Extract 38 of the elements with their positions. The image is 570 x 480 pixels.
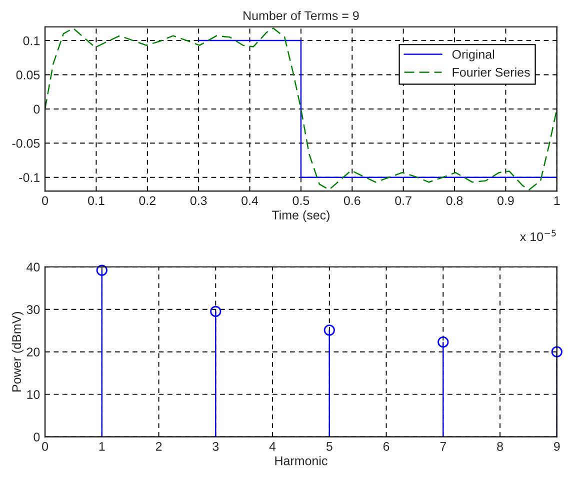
x-tick-label: 0.7 — [395, 196, 412, 206]
x-tick-label: 5 — [326, 442, 332, 451]
chart-title: Number of Terms = 9 — [244, 10, 359, 20]
y-tick-label: 40 — [26, 262, 40, 272]
x-axis-title: Harmonic — [275, 456, 328, 466]
x-tick-label: 1 — [554, 196, 560, 205]
y-tick-label: -0.05 — [12, 138, 40, 148]
x-tick-label: 0.3 — [190, 196, 207, 206]
y-tick-label: 0 — [34, 432, 40, 442]
y-tick-label: 0.1 — [23, 36, 40, 46]
y-tick-label: -0.1 — [19, 173, 40, 182]
x-tick-label: 6 — [383, 442, 390, 451]
x-tick-label: 0 — [42, 196, 48, 206]
legend-label: Original — [452, 50, 494, 62]
x-tick-label: 0.2 — [139, 196, 156, 206]
y-tick-label: 0 — [34, 104, 40, 114]
x-tick-label: 8 — [497, 442, 503, 451]
y-axis-title: Power (dBmV) — [12, 312, 24, 392]
x-tick-label: 7 — [440, 442, 446, 451]
x-tick-label: 0.1 — [88, 196, 104, 206]
x-tick-label: 2 — [156, 442, 162, 451]
text: x 10$^{−5}$ — [520, 230, 556, 242]
x-tick-label: 0.9 — [498, 196, 514, 206]
y-tick-label: 30 — [26, 305, 40, 314]
x-axis-title: Time (sec) — [272, 210, 330, 222]
x-tick-label: 1 — [99, 442, 105, 451]
x-tick-label: 0.5 — [292, 196, 310, 206]
y-tick-label: 0.05 — [16, 70, 40, 80]
x-tick-label: 0.8 — [446, 196, 463, 206]
x-tick-label: 9 — [554, 442, 560, 451]
x-tick-label: 3 — [212, 442, 219, 451]
x-tick-label: 0.6 — [344, 196, 360, 206]
x-tick-label: 0.4 — [242, 196, 258, 206]
y-tick-label: 10 — [27, 390, 40, 399]
legend-label: Fourier Series — [452, 68, 530, 77]
y-tick-label: 20 — [26, 348, 40, 356]
x-tick-label: 0 — [42, 442, 48, 451]
x-tick-label: 4 — [269, 442, 276, 451]
